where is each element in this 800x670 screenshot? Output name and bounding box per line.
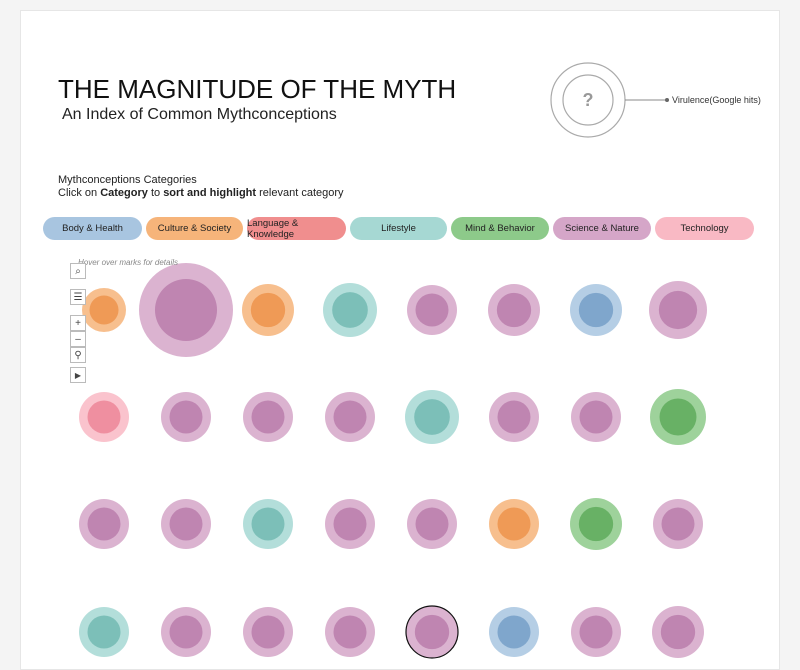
myth-mark-inner[interactable] — [660, 614, 696, 650]
category-button[interactable]: Science & Nature — [553, 217, 651, 240]
myth-mark-inner[interactable] — [251, 507, 285, 541]
myth-mark-inner[interactable] — [414, 399, 450, 435]
layers-tool[interactable]: ☰ — [70, 289, 86, 305]
myth-mark-inner[interactable] — [332, 292, 368, 328]
myth-mark-inner[interactable] — [415, 507, 449, 541]
myth-mark-inner[interactable] — [497, 400, 531, 434]
zoom-out[interactable]: – — [70, 331, 86, 347]
myth-mark-inner[interactable] — [169, 400, 203, 434]
selected-outline[interactable] — [405, 605, 459, 659]
myth-mark-inner[interactable] — [154, 278, 218, 342]
search-tool[interactable]: ⌕ — [70, 263, 86, 279]
myth-mark-inner[interactable] — [87, 507, 121, 541]
instruction-text: to — [150, 187, 161, 199]
myth-mark-inner[interactable] — [415, 293, 449, 327]
category-button[interactable]: Technology — [655, 217, 754, 240]
myth-mark-inner[interactable] — [659, 398, 697, 436]
myth-mark-inner[interactable] — [579, 400, 613, 434]
legend-symbol: ? — [583, 90, 594, 110]
category-button[interactable]: Lifestyle — [350, 217, 447, 240]
myth-mark-inner[interactable] — [661, 507, 695, 541]
instruction-text: relevant category — [259, 187, 344, 199]
hint: Hover over marks for details — [78, 258, 179, 267]
myth-mark-inner[interactable] — [497, 615, 531, 649]
dashboard-panel — [20, 10, 780, 670]
myth-mark-inner[interactable] — [169, 615, 203, 649]
title: THE MAGNITUDE OF THE MYTH — [58, 74, 457, 104]
myth-mark-inner[interactable] — [579, 615, 613, 649]
instruction-text: Click on — [58, 187, 98, 199]
myth-mark-inner[interactable] — [414, 614, 450, 650]
myth-mark-inner[interactable] — [87, 400, 121, 434]
myth-mark-inner[interactable] — [578, 506, 614, 542]
zoom-in[interactable]: + — [70, 315, 86, 331]
myth-mark-inner[interactable] — [251, 400, 285, 434]
myth-mark-inner[interactable] — [578, 292, 614, 328]
play-tool[interactable]: ▶ — [70, 367, 86, 383]
myth-mark-inner[interactable] — [251, 615, 285, 649]
category-button[interactable]: Culture & Society — [146, 217, 243, 240]
category-button[interactable]: Language & Knowledge — [247, 217, 346, 240]
category-button[interactable]: Body & Health — [43, 217, 142, 240]
myth-mark-inner[interactable] — [87, 615, 121, 649]
instruction-bold: Category — [100, 187, 148, 199]
legend-label: Virulence(Google hits) — [672, 95, 761, 105]
myth-mark-inner[interactable] — [496, 292, 532, 328]
instruction-bold: sort and highlight — [163, 187, 257, 199]
legend-dot — [665, 98, 669, 102]
legend-inner-circle — [562, 74, 614, 126]
subtitle: An Index of Common Mythconceptions — [62, 106, 337, 123]
pin-tool[interactable]: ⚲ — [70, 347, 86, 363]
myth-mark-inner[interactable] — [250, 292, 286, 328]
categories-heading: Mythconceptions Categories — [58, 174, 197, 186]
myth-mark-inner[interactable] — [169, 507, 203, 541]
myth-mark-inner[interactable] — [333, 507, 367, 541]
myth-mark-inner[interactable] — [497, 507, 531, 541]
myth-mark-inner[interactable] — [333, 615, 367, 649]
myth-mark-inner[interactable] — [89, 295, 119, 325]
myth-mark-inner[interactable] — [333, 400, 367, 434]
category-button[interactable]: Mind & Behavior — [451, 217, 549, 240]
instruction: Click on Category to sort and highlight … — [58, 187, 344, 199]
myth-mark-inner[interactable] — [658, 290, 698, 330]
